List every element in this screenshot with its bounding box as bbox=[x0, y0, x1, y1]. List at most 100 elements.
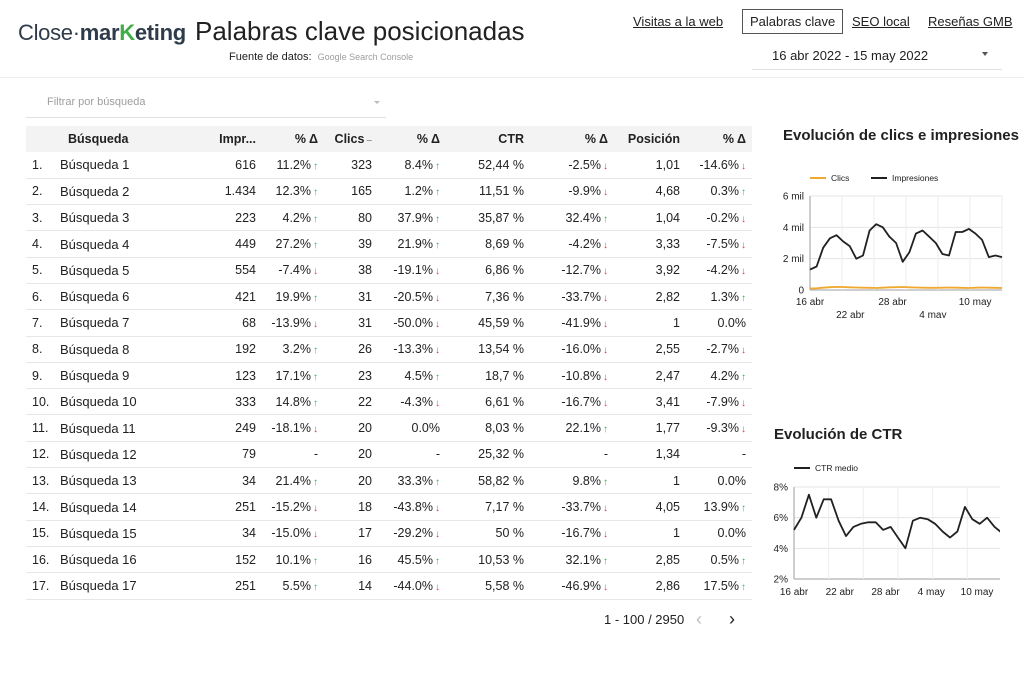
table-row[interactable]: 13. Búsqueda 13 34 21.4% ↑ 20 33.3% ↑ 58,82 % 9.8… bbox=[26, 467, 752, 495]
impressions-cell: 34 bbox=[212, 467, 262, 495]
table-row[interactable]: 12. Búsqueda 12 79 - 20 - 25,32 % - 1,34 - bbox=[26, 441, 752, 469]
impressions-cell-value: 554 bbox=[235, 263, 256, 278]
arrow-up-icon: ↑ bbox=[603, 476, 608, 488]
query-cell-value: Búsqueda 14 bbox=[60, 499, 137, 515]
ctr-cell: 6,61 % bbox=[446, 388, 530, 416]
nav-link-reviews[interactable]: Reseñas GMB bbox=[928, 14, 1013, 29]
clicks-delta-cell-value: - bbox=[435, 447, 440, 462]
chevron-down-icon bbox=[374, 101, 380, 104]
nav-link-keywords[interactable]: Palabras clave bbox=[742, 9, 844, 34]
date-range-picker[interactable]: 16 abr 2022 - 15 may 2022 bbox=[752, 42, 1002, 70]
ctr-delta-cell-value: -12.7% bbox=[561, 263, 601, 278]
arrow-up-icon: ↑ bbox=[603, 424, 608, 436]
arrow-up-icon: ↑ bbox=[741, 371, 746, 383]
ctr-delta-cell-value: -16.0% bbox=[561, 342, 601, 357]
query-cell-value: Búsqueda 4 bbox=[60, 236, 130, 252]
query-cell-value: Búsqueda 12 bbox=[60, 446, 137, 462]
arrow-up-icon: ↑ bbox=[435, 187, 440, 199]
arrow-down-icon: ↓ bbox=[741, 424, 746, 436]
ctr-cell-value: 35,87 % bbox=[478, 210, 524, 225]
search-filter[interactable]: Filtrar por búsqueda bbox=[26, 88, 386, 118]
arrow-up-icon: ↑ bbox=[435, 213, 440, 225]
clicks-delta-cell-value: 21.9% bbox=[397, 237, 433, 252]
impressions-delta-cell-value: -18.1% bbox=[271, 421, 311, 436]
table-row[interactable]: 7. Búsqueda 7 68 -13.9% ↓ 31 -50.0% ↓ 45,59 % -41… bbox=[26, 309, 752, 337]
table-row[interactable]: 16. Búsqueda 16 152 10.1% ↑ 16 45.5% ↑ 10,53 % 32… bbox=[26, 546, 752, 574]
ctr-delta-cell: -33.7% ↓ bbox=[530, 283, 614, 311]
table-row[interactable]: 11. Búsqueda 11 249 -18.1% ↓ 20 0.0% 8,03 % 22.1… bbox=[26, 414, 752, 442]
clicks-cell-value: 80 bbox=[358, 210, 372, 225]
series-line-impresiones bbox=[809, 223, 1003, 271]
ctr-delta-cell: -10.8% ↓ bbox=[530, 362, 614, 390]
position-delta-cell-value: 0.0% bbox=[717, 526, 747, 541]
impressions-cell: 554 bbox=[212, 257, 262, 284]
query-cell-value: Búsqueda 1 bbox=[60, 157, 130, 173]
table-row[interactable]: 8. Búsqueda 8 192 3.2% ↑ 26 -13.3% ↓ 13,54 % -16.… bbox=[26, 336, 752, 363]
table-row[interactable]: 9. Búsqueda 9 123 17.1% ↑ 23 4.5% ↑ 18,7 % -10.8%… bbox=[26, 362, 752, 390]
clicks-delta-cell: 21.9% ↑ bbox=[378, 230, 446, 258]
table-row[interactable]: 3. Búsqueda 3 223 4.2% ↑ 80 37.9% ↑ 35,87 % 32.4%… bbox=[26, 204, 752, 232]
position-delta-cell-value: -4.2% bbox=[706, 263, 739, 278]
table-row[interactable]: 6. Búsqueda 6 421 19.9% ↑ 31 -20.5% ↓ 7,36 % -33.… bbox=[26, 283, 752, 311]
clicks-delta-cell-value: -43.8% bbox=[393, 500, 433, 514]
ctr-cell-value: 5,58 % bbox=[485, 578, 524, 593]
ctr-cell-value: 52,44 % bbox=[478, 157, 524, 172]
clicks-delta-cell-value: -29.2% bbox=[393, 526, 433, 541]
ctr-cell: 35,87 % bbox=[446, 204, 530, 232]
nav-link-visits[interactable]: Visitas a la web bbox=[633, 14, 724, 29]
clicks-delta-cell: -50.0% ↓ bbox=[378, 309, 446, 337]
arrow-up-icon: ↑ bbox=[313, 187, 318, 199]
clicks-cell: 26 bbox=[324, 336, 378, 363]
row-number-value: 12. bbox=[32, 447, 50, 462]
table-row[interactable]: 10. Búsqueda 10 333 14.8% ↑ 22 -4.3% ↓ 6,61 % -16… bbox=[26, 388, 752, 416]
arrow-down-icon: ↓ bbox=[313, 424, 318, 436]
ctr-delta-cell: 32.1% ↑ bbox=[530, 546, 614, 574]
arrow-up-icon: ↑ bbox=[741, 503, 746, 514]
x-tick-label: 22 abr bbox=[836, 310, 865, 318]
ctr-cell: 52,44 % bbox=[446, 152, 530, 179]
column-header-ctr-delta[interactable]: % Δ bbox=[530, 126, 614, 152]
table-row[interactable]: 1. Búsqueda 1 616 11.2% ↑ 323 8.4% ↑ 52,44 % -2.5… bbox=[26, 152, 752, 179]
clicks-delta-cell: 37.9% ↑ bbox=[378, 204, 446, 232]
column-header-impressions[interactable]: Impr... bbox=[212, 126, 262, 152]
column-header-ctr[interactable]: CTR bbox=[446, 126, 530, 152]
clicks-delta-cell-value: 1.2% bbox=[404, 184, 434, 199]
query-cell: Búsqueda 8 bbox=[56, 336, 212, 363]
table-row[interactable]: 14. Búsqueda 14 251 -15.2% ↓ 18 -43.8% ↓ 7,17 % -… bbox=[26, 493, 752, 521]
y-tick-label: 2 mil bbox=[783, 254, 804, 265]
row-number-value: 14. bbox=[32, 500, 50, 514]
impressions-cell: 333 bbox=[212, 388, 262, 416]
chevron-left-icon[interactable]: ‹ bbox=[696, 609, 702, 629]
table-row[interactable]: 5. Búsqueda 5 554 -7.4% ↓ 38 -19.1% ↓ 6,86 % -12.… bbox=[26, 257, 752, 284]
impressions-delta-cell: 21.4% ↑ bbox=[262, 467, 324, 495]
impressions-delta-cell-value: 14.8% bbox=[275, 394, 311, 409]
brand-logo: Close·marKeting bbox=[18, 20, 186, 46]
clicks-delta-cell: -19.1% ↓ bbox=[378, 257, 446, 284]
arrow-up-icon: ↑ bbox=[313, 371, 318, 383]
ctr-delta-cell: -4.2% ↓ bbox=[530, 230, 614, 258]
position-cell-value: 1,77 bbox=[655, 421, 680, 436]
table-row[interactable]: 2. Búsqueda 2 1.434 12.3% ↑ 165 1.2% ↑ 11,51 % -9… bbox=[26, 178, 752, 206]
chevron-right-icon[interactable]: › bbox=[729, 609, 735, 629]
arrow-down-icon: ↓ bbox=[603, 581, 608, 593]
column-header-clicks[interactable]: Clics – bbox=[324, 126, 378, 152]
column-header-position[interactable]: Posición bbox=[614, 126, 686, 152]
column-header-clicks-label: Clics bbox=[334, 132, 365, 146]
column-header-clicks-delta[interactable]: % Δ bbox=[378, 126, 446, 152]
column-header-position-delta[interactable]: % Δ bbox=[686, 126, 752, 152]
column-header-impressions-delta[interactable]: % Δ bbox=[262, 126, 324, 152]
table-row[interactable]: 4. Búsqueda 4 449 27.2% ↑ 39 21.9% ↑ 8,69 % -4.2%… bbox=[26, 230, 752, 258]
ctr-delta-cell: -41.9% ↓ bbox=[530, 309, 614, 337]
clicks-cell: 20 bbox=[324, 441, 378, 469]
position-delta-cell: 1.3% ↑ bbox=[686, 283, 752, 311]
impressions-cell-value: 68 bbox=[242, 315, 256, 330]
clicks-cell: 22 bbox=[324, 388, 378, 416]
ctr-cell-value: 50 % bbox=[495, 526, 525, 541]
position-delta-cell: 17.5% ↑ bbox=[686, 572, 752, 600]
table-row[interactable]: 15. Búsqueda 15 34 -15.0% ↓ 17 -29.2% ↓ 50 % -16.… bbox=[26, 520, 752, 547]
nav-link-seo[interactable]: SEO local bbox=[852, 14, 910, 29]
position-cell-value: 1,01 bbox=[655, 157, 680, 172]
column-header-query[interactable]: Búsqueda bbox=[26, 126, 212, 152]
table-row[interactable]: 17. Búsqueda 17 251 5.5% ↑ 14 -44.0% ↓ 5,58 % -46… bbox=[26, 572, 752, 600]
position-delta-cell-value: 4.2% bbox=[710, 368, 740, 383]
